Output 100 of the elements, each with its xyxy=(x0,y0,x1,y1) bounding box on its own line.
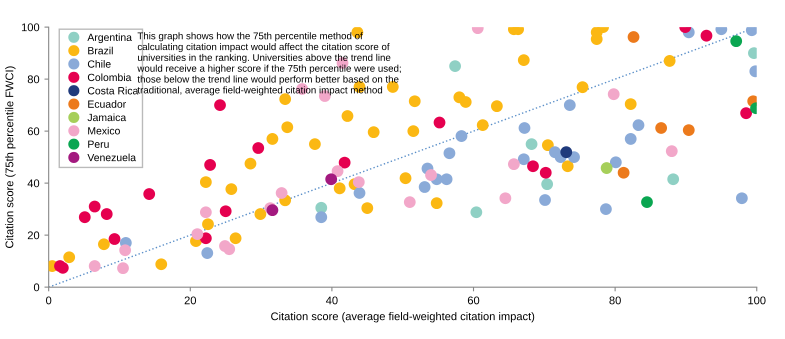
point xyxy=(641,196,653,208)
point xyxy=(499,192,512,204)
point xyxy=(325,173,338,186)
point xyxy=(541,178,554,190)
point xyxy=(404,196,416,208)
point xyxy=(214,99,226,112)
point xyxy=(332,165,344,178)
point xyxy=(564,99,576,112)
point xyxy=(342,110,354,122)
x-tick-label: 20 xyxy=(184,296,196,304)
point xyxy=(666,145,678,158)
legend-label: Ecuador xyxy=(88,100,126,108)
point xyxy=(539,194,551,206)
legend-label: Costa Rica xyxy=(88,86,138,94)
y-tick-label: 100 xyxy=(22,23,40,32)
point xyxy=(628,31,640,43)
legend-label: Brazil xyxy=(88,46,113,54)
point xyxy=(490,100,503,112)
point xyxy=(201,247,214,259)
point xyxy=(56,262,69,274)
point xyxy=(508,158,520,170)
point xyxy=(682,124,695,136)
legend-label: Peru xyxy=(88,140,109,148)
point xyxy=(518,153,530,166)
point xyxy=(220,205,232,218)
point xyxy=(632,119,644,132)
point xyxy=(730,35,742,48)
point xyxy=(740,107,752,120)
point xyxy=(155,258,168,270)
point xyxy=(266,204,278,216)
point xyxy=(600,203,612,216)
point xyxy=(338,156,351,168)
x-axis-title: Citation score (average field-weighted citation impact) xyxy=(271,312,534,322)
point xyxy=(200,206,212,218)
point xyxy=(244,158,256,170)
point xyxy=(618,166,630,179)
y-tick-label: 0 xyxy=(34,283,40,292)
legend-label: Colombia xyxy=(88,73,132,82)
point xyxy=(624,133,637,145)
point xyxy=(98,238,110,250)
point xyxy=(191,228,204,240)
x-tick-label: 80 xyxy=(609,296,621,304)
x-tick-label: 0 xyxy=(46,296,52,304)
point xyxy=(78,211,91,224)
point xyxy=(430,197,443,210)
point xyxy=(266,133,278,145)
point xyxy=(542,139,554,152)
point xyxy=(100,208,113,220)
point xyxy=(108,233,120,245)
point xyxy=(276,187,288,199)
point xyxy=(309,138,321,150)
point xyxy=(560,146,572,158)
point xyxy=(230,232,242,244)
point xyxy=(88,200,101,212)
point xyxy=(610,156,622,168)
point xyxy=(736,192,748,204)
point xyxy=(352,176,365,188)
point xyxy=(476,119,489,132)
point xyxy=(527,160,539,172)
point xyxy=(223,243,236,256)
point xyxy=(361,202,374,214)
x-tick-label: 60 xyxy=(468,296,480,304)
x-tick-label: 40 xyxy=(326,296,338,304)
point xyxy=(576,81,588,94)
point xyxy=(470,206,482,218)
point xyxy=(225,183,238,195)
point xyxy=(667,173,680,186)
point xyxy=(449,60,461,72)
point xyxy=(204,159,216,171)
point xyxy=(202,218,214,230)
point xyxy=(400,172,412,184)
point xyxy=(440,173,452,186)
point xyxy=(624,98,637,110)
y-tick-label: 40 xyxy=(28,179,40,188)
point xyxy=(334,182,346,194)
point xyxy=(200,176,212,188)
point xyxy=(425,169,437,181)
point xyxy=(63,251,76,264)
point xyxy=(354,187,366,199)
point xyxy=(281,121,294,134)
point xyxy=(444,147,456,160)
point xyxy=(418,181,431,193)
y-axis-title: Citation score (75th percentile FWCI) xyxy=(5,66,16,248)
point xyxy=(408,95,421,108)
point xyxy=(119,244,132,256)
point xyxy=(460,96,472,108)
point xyxy=(315,211,328,224)
point xyxy=(434,116,446,128)
y-tick-label: 60 xyxy=(28,127,40,136)
legend-label: Jamaica xyxy=(88,114,126,122)
point xyxy=(664,55,676,67)
legend-label: Chile xyxy=(88,60,111,68)
legend-label: Mexico xyxy=(88,126,120,135)
point xyxy=(254,208,266,220)
point xyxy=(518,54,530,66)
point xyxy=(407,125,420,138)
point xyxy=(700,30,712,42)
x-tick-label: 100 xyxy=(748,296,766,304)
point xyxy=(88,260,101,272)
point xyxy=(562,160,574,172)
